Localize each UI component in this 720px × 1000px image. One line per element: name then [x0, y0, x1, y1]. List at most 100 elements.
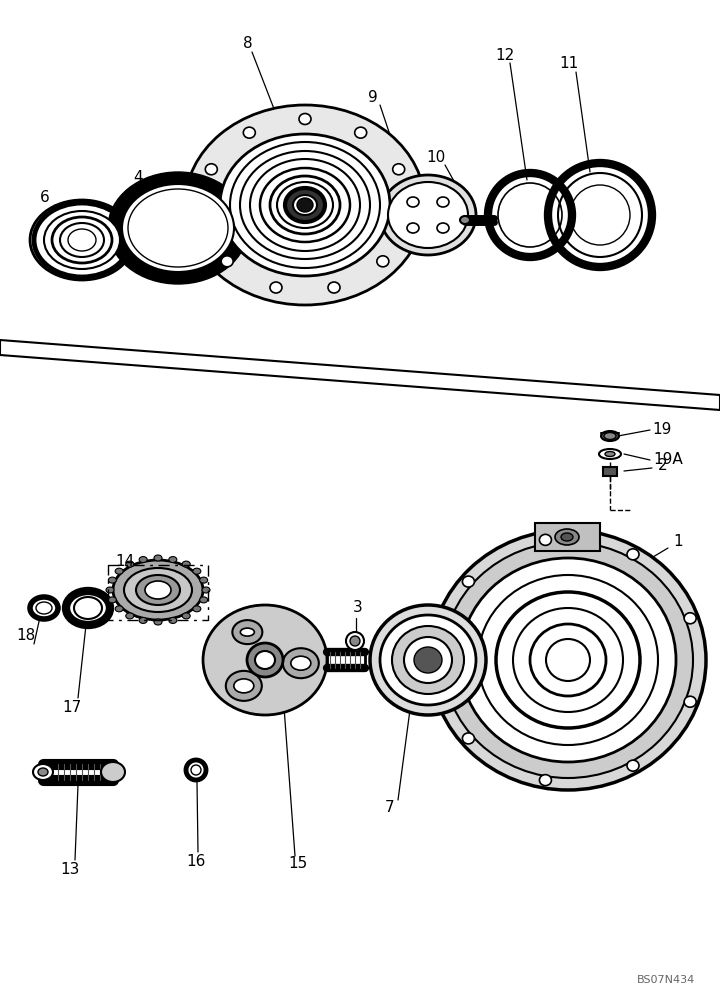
- Ellipse shape: [350, 636, 360, 646]
- Ellipse shape: [432, 654, 444, 666]
- Bar: [603, 467, 617, 476]
- Text: 3: 3: [353, 600, 363, 615]
- Ellipse shape: [66, 591, 110, 625]
- Ellipse shape: [185, 105, 425, 305]
- Ellipse shape: [539, 534, 552, 545]
- Text: 7: 7: [385, 800, 395, 816]
- Ellipse shape: [270, 282, 282, 293]
- Ellipse shape: [488, 173, 572, 257]
- Ellipse shape: [182, 561, 190, 567]
- Ellipse shape: [599, 449, 621, 459]
- Ellipse shape: [193, 568, 201, 574]
- Ellipse shape: [604, 432, 616, 440]
- Ellipse shape: [414, 647, 442, 673]
- Ellipse shape: [462, 733, 474, 744]
- Ellipse shape: [299, 113, 311, 124]
- Ellipse shape: [561, 533, 573, 541]
- Ellipse shape: [377, 256, 389, 267]
- Ellipse shape: [548, 163, 652, 267]
- Ellipse shape: [168, 617, 177, 623]
- Ellipse shape: [199, 597, 207, 603]
- Ellipse shape: [328, 282, 340, 293]
- Ellipse shape: [404, 637, 452, 683]
- Ellipse shape: [285, 188, 325, 222]
- Ellipse shape: [380, 615, 476, 705]
- Ellipse shape: [443, 542, 693, 778]
- Ellipse shape: [126, 613, 134, 619]
- Text: 1: 1: [673, 534, 683, 550]
- Ellipse shape: [460, 216, 470, 224]
- Ellipse shape: [539, 775, 552, 786]
- Text: 4: 4: [133, 170, 143, 186]
- Ellipse shape: [154, 619, 162, 625]
- Bar: [108, 565, 208, 620]
- Ellipse shape: [430, 530, 706, 790]
- Text: 16: 16: [186, 854, 206, 869]
- Ellipse shape: [462, 576, 474, 587]
- Ellipse shape: [186, 760, 206, 780]
- Ellipse shape: [139, 557, 147, 563]
- Ellipse shape: [240, 628, 254, 636]
- Ellipse shape: [44, 211, 120, 269]
- Ellipse shape: [115, 568, 123, 574]
- Text: 19A: 19A: [653, 452, 683, 468]
- Text: 10: 10: [426, 150, 446, 165]
- Ellipse shape: [555, 529, 579, 545]
- Ellipse shape: [247, 643, 283, 677]
- Ellipse shape: [293, 195, 317, 215]
- Ellipse shape: [136, 575, 180, 605]
- Text: 2: 2: [658, 458, 668, 473]
- Bar: [535, 523, 600, 551]
- Ellipse shape: [203, 605, 327, 715]
- Ellipse shape: [401, 212, 413, 223]
- Ellipse shape: [407, 223, 419, 233]
- Ellipse shape: [346, 632, 364, 650]
- Ellipse shape: [460, 558, 676, 762]
- Ellipse shape: [126, 561, 134, 567]
- Ellipse shape: [30, 597, 58, 619]
- Text: BS07N434: BS07N434: [636, 975, 695, 985]
- Ellipse shape: [106, 587, 114, 593]
- Text: 14: 14: [115, 554, 135, 570]
- Ellipse shape: [234, 679, 254, 693]
- Ellipse shape: [193, 606, 201, 612]
- Ellipse shape: [370, 605, 486, 715]
- Ellipse shape: [108, 597, 117, 603]
- Ellipse shape: [255, 651, 275, 669]
- Ellipse shape: [122, 184, 234, 272]
- Ellipse shape: [115, 606, 123, 612]
- Ellipse shape: [226, 671, 262, 701]
- Ellipse shape: [233, 620, 262, 644]
- Ellipse shape: [220, 134, 390, 276]
- Text: 13: 13: [60, 862, 80, 878]
- Ellipse shape: [601, 431, 619, 441]
- Ellipse shape: [202, 587, 210, 593]
- Text: 8: 8: [243, 36, 253, 51]
- Ellipse shape: [139, 617, 147, 623]
- Ellipse shape: [392, 164, 405, 175]
- Ellipse shape: [684, 696, 696, 707]
- Ellipse shape: [108, 577, 117, 583]
- Ellipse shape: [108, 172, 248, 284]
- Ellipse shape: [182, 613, 190, 619]
- Text: 15: 15: [289, 856, 307, 871]
- Ellipse shape: [388, 182, 468, 248]
- Ellipse shape: [243, 127, 256, 138]
- Ellipse shape: [124, 568, 192, 612]
- Text: 11: 11: [559, 56, 579, 72]
- Ellipse shape: [627, 549, 639, 560]
- Ellipse shape: [407, 197, 419, 207]
- Text: 17: 17: [63, 700, 81, 714]
- Ellipse shape: [437, 197, 449, 207]
- Ellipse shape: [283, 648, 319, 678]
- Ellipse shape: [627, 760, 639, 771]
- Text: 6: 6: [40, 190, 50, 205]
- Text: 19: 19: [652, 422, 672, 438]
- Text: 18: 18: [17, 629, 35, 644]
- Ellipse shape: [221, 256, 233, 267]
- Ellipse shape: [380, 175, 476, 255]
- Ellipse shape: [355, 127, 366, 138]
- Ellipse shape: [60, 223, 104, 257]
- Ellipse shape: [33, 764, 53, 780]
- Ellipse shape: [684, 613, 696, 624]
